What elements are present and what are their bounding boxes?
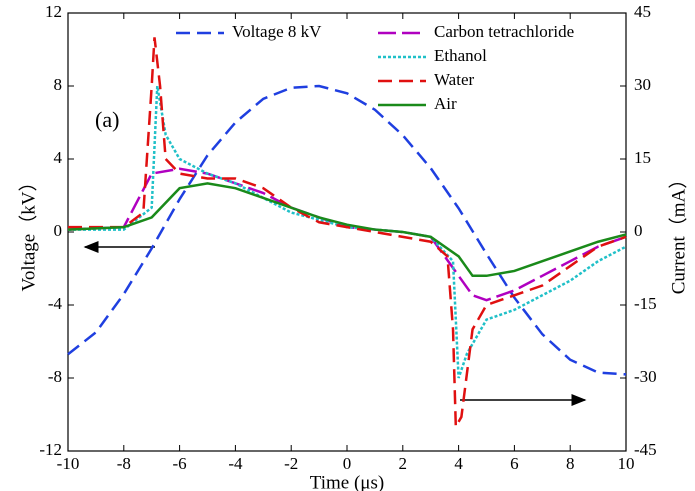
legend-label: Carbon tetrachloride: [434, 22, 574, 41]
y-tick-label: 8: [54, 75, 63, 94]
y2-tick-label: 45: [634, 2, 651, 21]
y2-tick-label: 15: [634, 148, 651, 167]
y2-tick-label: -45: [634, 440, 657, 459]
y2-tick-label: -30: [634, 367, 657, 386]
y-tick-label: -4: [48, 294, 63, 313]
x-tick-label: 10: [618, 454, 635, 473]
x-axis-label: Time (μs): [310, 472, 384, 491]
legend-label: Air: [434, 94, 457, 113]
x-tick-label: -6: [173, 454, 187, 473]
x-tick-label: -2: [284, 454, 298, 473]
y2-axis-label: Current（mA）: [667, 170, 689, 295]
series-line: [68, 37, 627, 432]
y-axis-label: Voltage（kV）: [17, 173, 39, 292]
x-tick-label: 2: [399, 454, 408, 473]
legend-label: Voltage 8 kV: [232, 22, 322, 41]
x-tick-label: 4: [454, 454, 463, 473]
y2-tick-label: -15: [634, 294, 657, 313]
y2-tick-label: 0: [634, 221, 643, 240]
x-tick-label: -4: [228, 454, 243, 473]
series-line: [67, 167, 627, 302]
x-tick-label: 0: [343, 454, 352, 473]
legend-label: Water: [434, 70, 474, 89]
y2-tick-label: 30: [634, 75, 651, 94]
series-line: [67, 84, 627, 376]
x-tick-label: -10: [57, 454, 80, 473]
x-tick-label: 6: [510, 454, 519, 473]
series-line: [67, 182, 627, 278]
legend-label: Ethanol: [434, 46, 487, 65]
y-tick-label: 0: [54, 221, 63, 240]
annotation: (a): [95, 107, 119, 132]
y-tick-label: 4: [54, 148, 63, 167]
y-tick-label: 12: [45, 2, 62, 21]
x-tick-label: 8: [566, 454, 575, 473]
y-tick-label: -8: [48, 367, 62, 386]
x-tick-label: -8: [117, 454, 131, 473]
y-tick-label: -12: [39, 440, 62, 459]
